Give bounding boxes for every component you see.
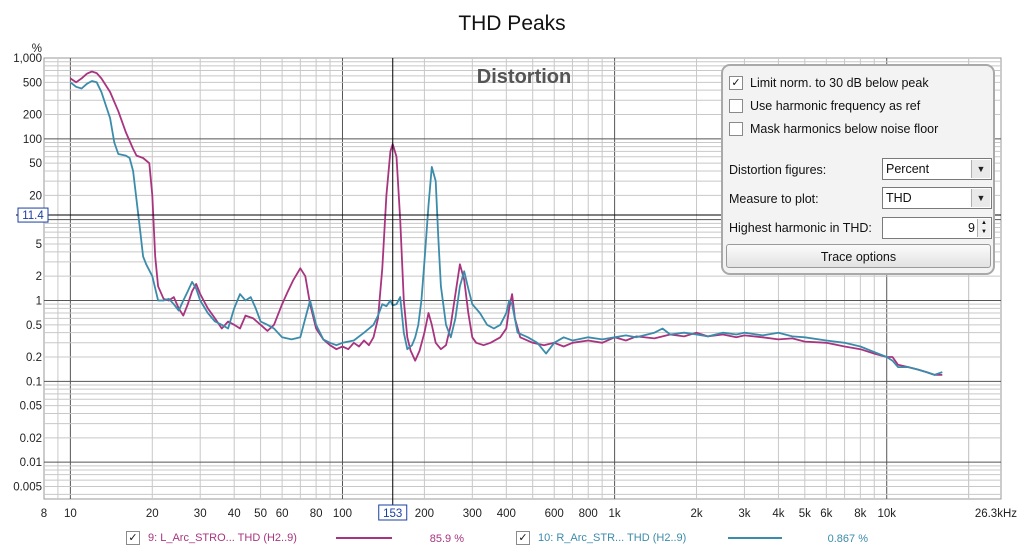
x-tick-label: 60 [276,508,289,520]
y-tick-label: 100 [23,134,42,146]
x-tick-label: 1k [609,508,621,520]
y-tick-label: 0.05 [20,401,42,413]
series-right-line [69,80,943,376]
x-tick-label: 800 [579,508,598,520]
chevron-down-icon[interactable]: ▼ [971,189,990,207]
legend-right-value: 0.867 % [828,533,869,545]
legend-left-checkbox[interactable]: ✓ [126,531,140,545]
x-unit-label: 26.3kHz [975,508,1017,520]
distortion-options-panel: ✓ Limit norm. to 30 dB below peak Use ha… [721,64,995,275]
y-tick-label: 0.005 [13,481,42,493]
x-tick-label: 10k [877,508,896,520]
x-tick-label: 8 [41,508,47,520]
legend-item-left: ✓ 9: L_Arc_STRO... THD (H2..9) [126,531,297,545]
mask-harmonics-checkbox-row[interactable]: Mask harmonics below noise floor [729,120,938,138]
y-tick-label: 1,000 [13,53,42,65]
y-tick-label: 1 [36,295,42,307]
x-tick-label: 5k [799,508,811,520]
y-tick-label: 500 [23,77,42,89]
y-tick-label: 20 [29,190,42,202]
distortion-figures-label: Distortion figures: [729,163,827,177]
harmonic-ref-checkbox-row[interactable]: Use harmonic frequency as ref [729,97,920,115]
chart-overlay-title: Distortion [477,66,571,88]
legend-right-checkbox[interactable]: ✓ [516,531,530,545]
y-tick-label: 2 [36,271,42,283]
y-tick-label: 0.02 [20,433,42,445]
x-tick-label: 3k [738,508,750,520]
x-tick-label: 400 [497,508,516,520]
legend-right-name: 10: R_Arc_STR... THD (H2..9) [538,532,687,544]
limit-norm-checkbox[interactable]: ✓ [729,76,743,90]
distortion-figures-value: Percent [886,162,930,176]
y-tick-label: 5 [36,239,42,251]
cursor-x-label: 153 [383,508,402,520]
measure-to-plot-select[interactable]: THD ▼ [882,187,992,209]
chevron-down-icon[interactable]: ▼ [971,160,990,178]
cursor-y-label: 11.4 [22,210,44,222]
y-tick-label: 50 [29,158,42,170]
spinner-arrows[interactable]: ▲ ▼ [977,219,990,237]
x-tick-label: 80 [310,508,323,520]
y-tick-label: 0.1 [26,376,42,388]
x-tick-label: 200 [415,508,434,520]
legend-left-value: 85.9 % [430,533,464,545]
x-tick-label: 300 [463,508,482,520]
y-tick-label: 200 [23,109,42,121]
measure-to-plot-label: Measure to plot: [729,192,819,206]
series-left-line [69,70,943,376]
legend-left-name: 9: L_Arc_STRO... THD (H2..9) [148,532,297,544]
mask-harmonics-checkbox[interactable] [729,122,743,136]
limit-norm-checkbox-row[interactable]: ✓ Limit norm. to 30 dB below peak [729,74,929,92]
mask-harmonics-label: Mask harmonics below noise floor [750,122,939,136]
x-tick-label: 30 [194,508,207,520]
x-tick-label: 40 [228,508,241,520]
y-tick-label: 0.5 [26,320,42,332]
highest-harmonic-spinner[interactable]: 9 ▲ ▼ [882,217,992,239]
measure-to-plot-value: THD [886,191,912,205]
harmonic-ref-checkbox[interactable] [729,99,743,113]
legend-item-right: ✓ 10: R_Arc_STR... THD (H2..9) [516,531,686,545]
spin-up-icon[interactable]: ▲ [981,220,987,226]
cursor-y-box [17,207,49,223]
limit-norm-label: Limit norm. to 30 dB below peak [750,76,929,90]
spin-down-icon[interactable]: ▼ [981,229,987,235]
y-unit-label: % [32,43,42,55]
chart-title: THD Peaks [458,12,565,35]
trace-options-button[interactable]: Trace options [726,244,991,268]
highest-harmonic-value: 9 [968,221,975,235]
harmonic-ref-label: Use harmonic frequency as ref [750,99,921,113]
x-tick-label: 600 [545,508,564,520]
distortion-figures-select[interactable]: Percent ▼ [882,158,992,180]
x-tick-label: 2k [690,508,702,520]
y-tick-label: 0.01 [20,457,42,469]
x-tick-label: 20 [146,508,159,520]
y-tick-label: 0.2 [26,352,42,364]
cursor-x-box [378,504,408,521]
x-tick-label: 6k [820,508,832,520]
x-tick-label: 50 [254,508,267,520]
x-tick-label: 100 [333,508,352,520]
x-tick-label: 8k [854,508,866,520]
highest-harmonic-label: Highest harmonic in THD: [729,221,872,235]
x-tick-label: 4k [772,508,784,520]
x-tick-label: 10 [64,508,77,520]
